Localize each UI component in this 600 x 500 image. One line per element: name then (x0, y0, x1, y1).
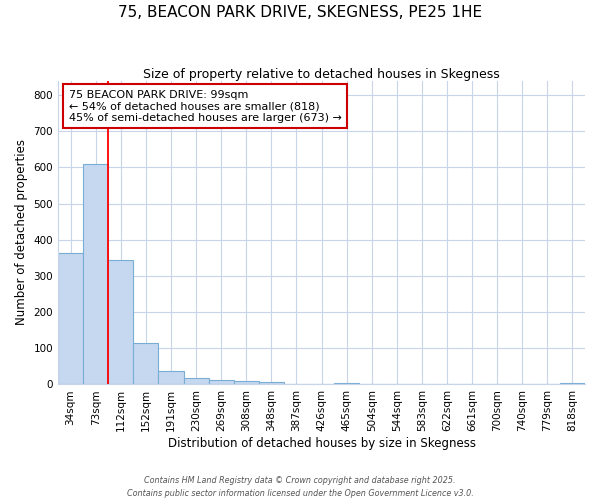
Bar (334, 382, 359, 384)
Text: 75 BEACON PARK DRIVE: 99sqm
← 54% of detached houses are smaller (818)
45% of se: 75 BEACON PARK DRIVE: 99sqm ← 54% of det… (68, 90, 341, 123)
Bar (58, 254, 83, 384)
Bar (108, 260, 133, 384)
Title: Size of property relative to detached houses in Skegness: Size of property relative to detached ho… (143, 68, 500, 80)
Bar (233, 381, 259, 384)
Bar (133, 343, 158, 384)
Text: 75, BEACON PARK DRIVE, SKEGNESS, PE25 1HE: 75, BEACON PARK DRIVE, SKEGNESS, PE25 1H… (118, 5, 482, 20)
X-axis label: Distribution of detached houses by size in Skegness: Distribution of detached houses by size … (167, 437, 476, 450)
Bar (184, 378, 209, 384)
Bar (209, 380, 233, 384)
Bar (83, 164, 108, 384)
Text: Contains HM Land Registry data © Crown copyright and database right 2025.
Contai: Contains HM Land Registry data © Crown c… (127, 476, 473, 498)
Bar (259, 382, 284, 384)
Bar (158, 370, 184, 384)
Y-axis label: Number of detached properties: Number of detached properties (15, 140, 28, 326)
Bar (560, 382, 585, 384)
